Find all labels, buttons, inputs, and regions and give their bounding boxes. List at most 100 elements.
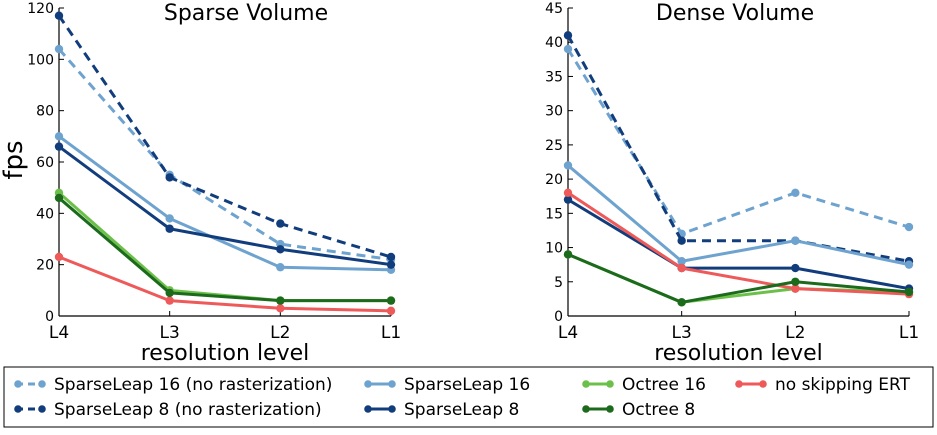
legend-item-sparseleap-8: SparseLeap 8 [364, 400, 519, 420]
y-tick-label: 10 [545, 241, 563, 257]
legend-marker [759, 380, 767, 388]
data-point [165, 173, 174, 182]
series-octree-16 [54, 188, 396, 305]
x-tick-label: L4 [558, 323, 578, 343]
data-point [54, 252, 64, 262]
series-sparseleap-16 [563, 161, 914, 269]
series-line [567, 253, 910, 304]
x-tick-label: L3 [672, 323, 692, 343]
y-tick-label: 120 [27, 1, 54, 17]
series-line [567, 164, 910, 267]
data-point [677, 257, 686, 266]
y-tick-label: 40 [545, 35, 563, 51]
legend-label: SparseLeap 16 (no rasterization) [54, 375, 332, 395]
series-sparseleap-16-no-rasterization [54, 44, 396, 264]
x-tick-label: L2 [785, 323, 805, 343]
legend-marker [606, 380, 614, 388]
data-point [563, 250, 573, 259]
series-octree-8 [563, 250, 914, 307]
legend-label: SparseLeap 8 [404, 400, 519, 420]
data-point [904, 260, 914, 269]
legend-label: SparseLeap 16 [404, 375, 530, 395]
series-sparseleap-8-no-rasterization [54, 11, 396, 262]
chart-panel-1: Sparse Volume 0 20 40 60 80 100 120 L4 L3 L2 L1 reso… [27, 1, 401, 366]
data-point [386, 252, 396, 262]
x-axis-label: resolution level [654, 341, 823, 366]
y-tick-label: 20 [36, 258, 54, 274]
y-tick-label: 25 [545, 138, 563, 154]
y-tick-label: 0 [554, 309, 563, 325]
y-axis-label: fps [0, 140, 29, 179]
data-point [386, 260, 396, 269]
data-point [677, 236, 686, 245]
series-line [567, 198, 910, 291]
series-sparseleap-16-no-rasterization [563, 44, 914, 239]
y-tick-label: 100 [27, 52, 54, 68]
y-tick-label: 60 [36, 155, 54, 171]
data-point [54, 44, 64, 54]
legend-label: no skipping ERT [775, 375, 911, 395]
data-point [165, 224, 174, 233]
series-line [58, 145, 392, 267]
legend-item-sparseleap-16: SparseLeap 16 [364, 375, 530, 395]
x-axis-label: resolution level [141, 341, 310, 366]
x-tick-label: L3 [160, 323, 180, 343]
data-point [677, 263, 686, 273]
chart-panel-2: Dense Volume 0 5 10 15 20 25 30 35 40 45 L4 L3 L2 L1 re… [545, 1, 919, 366]
x-tick-label: L2 [270, 323, 290, 343]
legend-item-no-skipping-ert: no skipping ERT [735, 375, 911, 395]
legend-marker [364, 380, 372, 388]
series-line [58, 255, 392, 313]
legend-marker [14, 380, 22, 388]
y-tick-label: 35 [545, 69, 563, 85]
data-point [276, 245, 285, 254]
data-point [563, 188, 573, 197]
y-tick-label: 40 [36, 206, 54, 222]
data-point [386, 296, 396, 305]
series-octree-8 [54, 193, 396, 305]
series-sparseleap-16 [54, 132, 396, 274]
legend-marker [38, 380, 46, 388]
data-point [54, 132, 64, 141]
legend-marker [388, 405, 396, 413]
data-point [791, 236, 800, 245]
chart-title: Sparse Volume [164, 1, 328, 26]
data-point [791, 277, 800, 286]
series-line [57, 48, 392, 262]
legend-marker [606, 405, 614, 413]
legend-marker [582, 380, 590, 388]
series-line [566, 34, 910, 263]
data-point [563, 195, 573, 204]
legend-item-sparseleap-8-no-rasterization: SparseLeap 8 (no rasterization) [14, 400, 322, 420]
data-point [563, 31, 573, 40]
x-tick-label: L4 [49, 323, 69, 343]
data-point [563, 161, 573, 170]
data-point [54, 11, 64, 20]
y-tick-label: 0 [45, 309, 54, 325]
legend-label: SparseLeap 8 (no rasterization) [54, 400, 322, 420]
series-no-skipping-ert [54, 252, 396, 316]
y-tick-label: 20 [545, 172, 563, 188]
data-point [165, 296, 174, 305]
legend-box [3, 366, 934, 428]
data-point [276, 263, 285, 272]
data-point [904, 287, 914, 297]
data-point [677, 298, 686, 307]
legend-marker [735, 380, 743, 388]
data-point [386, 306, 396, 316]
legend-label: Octree 8 [622, 400, 695, 420]
legend-marker [38, 405, 46, 413]
legend-marker [14, 405, 22, 413]
legend-marker [364, 405, 372, 413]
legend-marker [582, 405, 590, 413]
legend: SparseLeap 16 (no rasterization) SparseLe… [3, 366, 934, 428]
data-point [276, 304, 285, 313]
legend-item-sparseleap-16-no-rasterization: SparseLeap 16 (no rasterization) [14, 375, 332, 395]
y-tick-label: 30 [545, 104, 563, 120]
series-line [566, 48, 910, 236]
data-point [54, 142, 64, 151]
data-point [904, 222, 914, 232]
data-point [165, 214, 174, 223]
